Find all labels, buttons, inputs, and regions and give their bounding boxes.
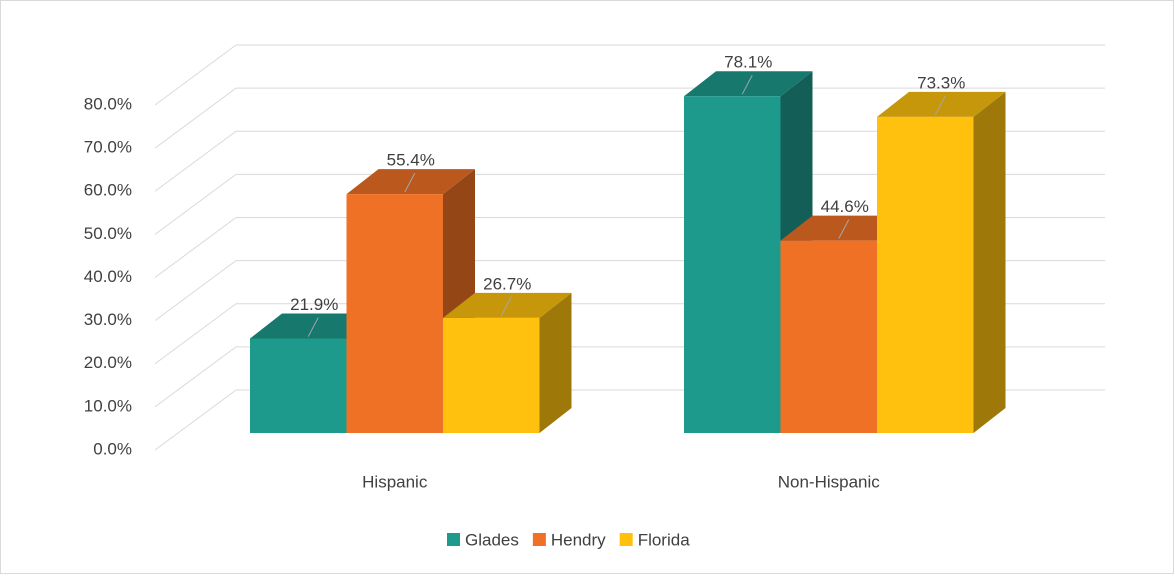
leader-line	[404, 172, 416, 193]
bar	[877, 91, 1006, 434]
bar-front	[877, 116, 974, 434]
grid-line	[154, 217, 237, 278]
leader-line	[838, 219, 850, 239]
data-label: 21.9%	[290, 295, 338, 314]
legend-label: Glades	[465, 530, 519, 549]
legend-swatch	[532, 533, 546, 546]
leader-line	[500, 296, 512, 317]
x-tick-label: Hispanic	[362, 472, 428, 491]
y-tick-label: 40.0%	[84, 267, 132, 286]
bar-side	[973, 91, 1006, 434]
grid-line	[154, 87, 237, 149]
y-tick-label: 80.0%	[84, 94, 132, 113]
data-label: 78.1%	[724, 53, 772, 72]
y-tick-label: 50.0%	[84, 224, 132, 243]
bar-front	[346, 194, 443, 433]
bar-front	[443, 317, 540, 433]
y-tick-label: 10.0%	[84, 396, 132, 415]
data-label: 73.3%	[917, 73, 965, 92]
bar-front	[250, 338, 347, 433]
grid-line	[154, 173, 237, 235]
y-tick-label: 30.0%	[84, 310, 132, 329]
data-label: 55.4%	[387, 151, 435, 170]
leader-line	[307, 317, 319, 337]
data-label: 44.6%	[821, 197, 869, 216]
grid-line	[154, 44, 237, 106]
leader-line	[741, 74, 753, 95]
y-tick-label: 20.0%	[84, 353, 132, 372]
y-tick-label: 0.0%	[93, 439, 132, 458]
legend-label: Hendry	[551, 530, 606, 549]
grid-line	[154, 389, 237, 451]
y-tick-label: 60.0%	[84, 181, 132, 200]
leader-line	[934, 95, 946, 116]
legend-label: Florida	[638, 530, 691, 549]
grid-line	[154, 130, 237, 192]
grid-line	[154, 346, 237, 408]
bar-side	[539, 292, 572, 433]
bar-front	[780, 240, 877, 433]
grid-line	[154, 260, 237, 322]
bar-front	[684, 96, 781, 433]
data-label: 26.7%	[483, 274, 531, 293]
x-tick-label: Non-Hispanic	[778, 472, 881, 491]
bar	[443, 292, 572, 433]
y-tick-label: 70.0%	[84, 138, 132, 157]
grid-line	[154, 303, 237, 365]
legend-swatch	[447, 533, 460, 546]
legend-swatch	[619, 533, 633, 546]
